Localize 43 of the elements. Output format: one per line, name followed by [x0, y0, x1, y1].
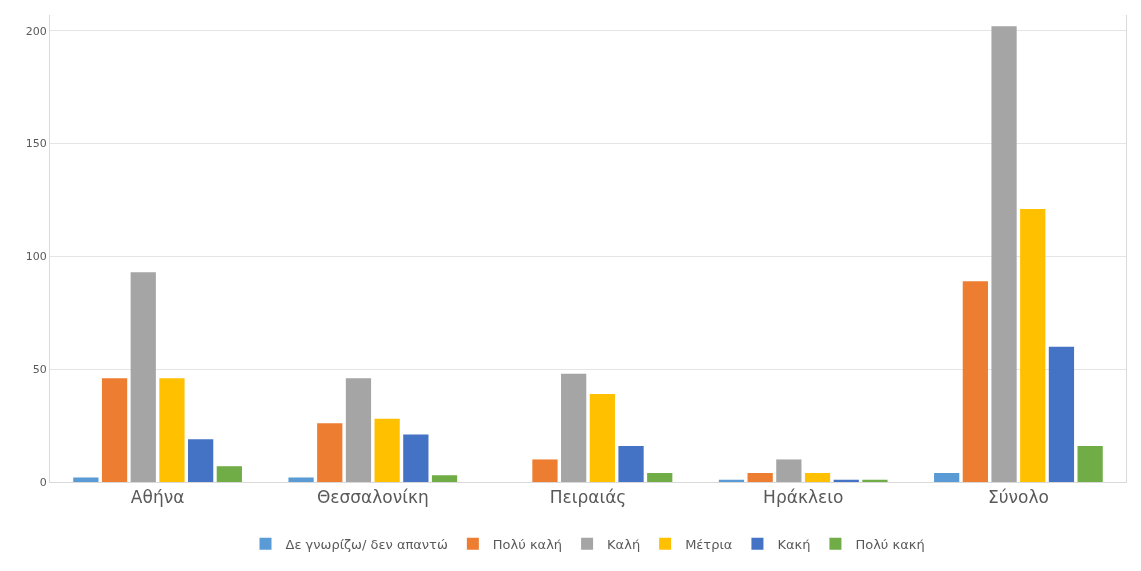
bar: [288, 477, 314, 482]
y-tick-label: 150: [25, 137, 47, 151]
bar: [374, 418, 400, 482]
bar: [130, 272, 156, 482]
x-tick-label: Σύνολο: [987, 487, 1049, 508]
bar: [317, 423, 343, 482]
bar: [776, 459, 802, 482]
bar: [934, 472, 960, 482]
bar: [962, 281, 988, 482]
y-tick-label: 50: [32, 363, 47, 377]
legend-label: Καλή: [607, 536, 641, 552]
bar: [589, 394, 615, 482]
y-tick-label: 200: [25, 24, 47, 38]
x-tick-label: Αθήνα: [130, 487, 185, 508]
bar: [618, 445, 644, 482]
bar: [1048, 346, 1075, 482]
bar: [188, 439, 214, 482]
x-tick-label: Πειραιάς: [549, 487, 627, 508]
bar: [747, 472, 773, 482]
bar: [532, 459, 558, 482]
x-tick-label: Ηράκλειο: [763, 487, 844, 508]
y-tick-label: 100: [25, 250, 47, 264]
bar: [561, 373, 587, 482]
bar: [804, 472, 831, 482]
bar: [862, 479, 888, 482]
bar: [159, 378, 185, 482]
bar: [647, 472, 673, 482]
bar: [431, 475, 458, 482]
bar: [101, 378, 128, 482]
legend-label: Μέτρια: [685, 536, 733, 552]
x-tick-label: Θεσσαλονίκη: [316, 487, 429, 508]
bar: [345, 378, 372, 482]
y-tick-label: 0: [39, 475, 47, 489]
bar: [1020, 209, 1046, 482]
legend-label: Κακή: [777, 536, 811, 552]
legend-label: Πολύ καλή: [492, 536, 563, 552]
legend-label: Δε γνωρίζω/ δεν απαντώ: [285, 536, 448, 552]
bar: [403, 434, 429, 482]
bar: [991, 26, 1017, 482]
bar: [1077, 445, 1103, 482]
bar: [73, 477, 99, 482]
bar: [216, 466, 242, 482]
legend-label: Πολύ κακή: [855, 536, 925, 552]
